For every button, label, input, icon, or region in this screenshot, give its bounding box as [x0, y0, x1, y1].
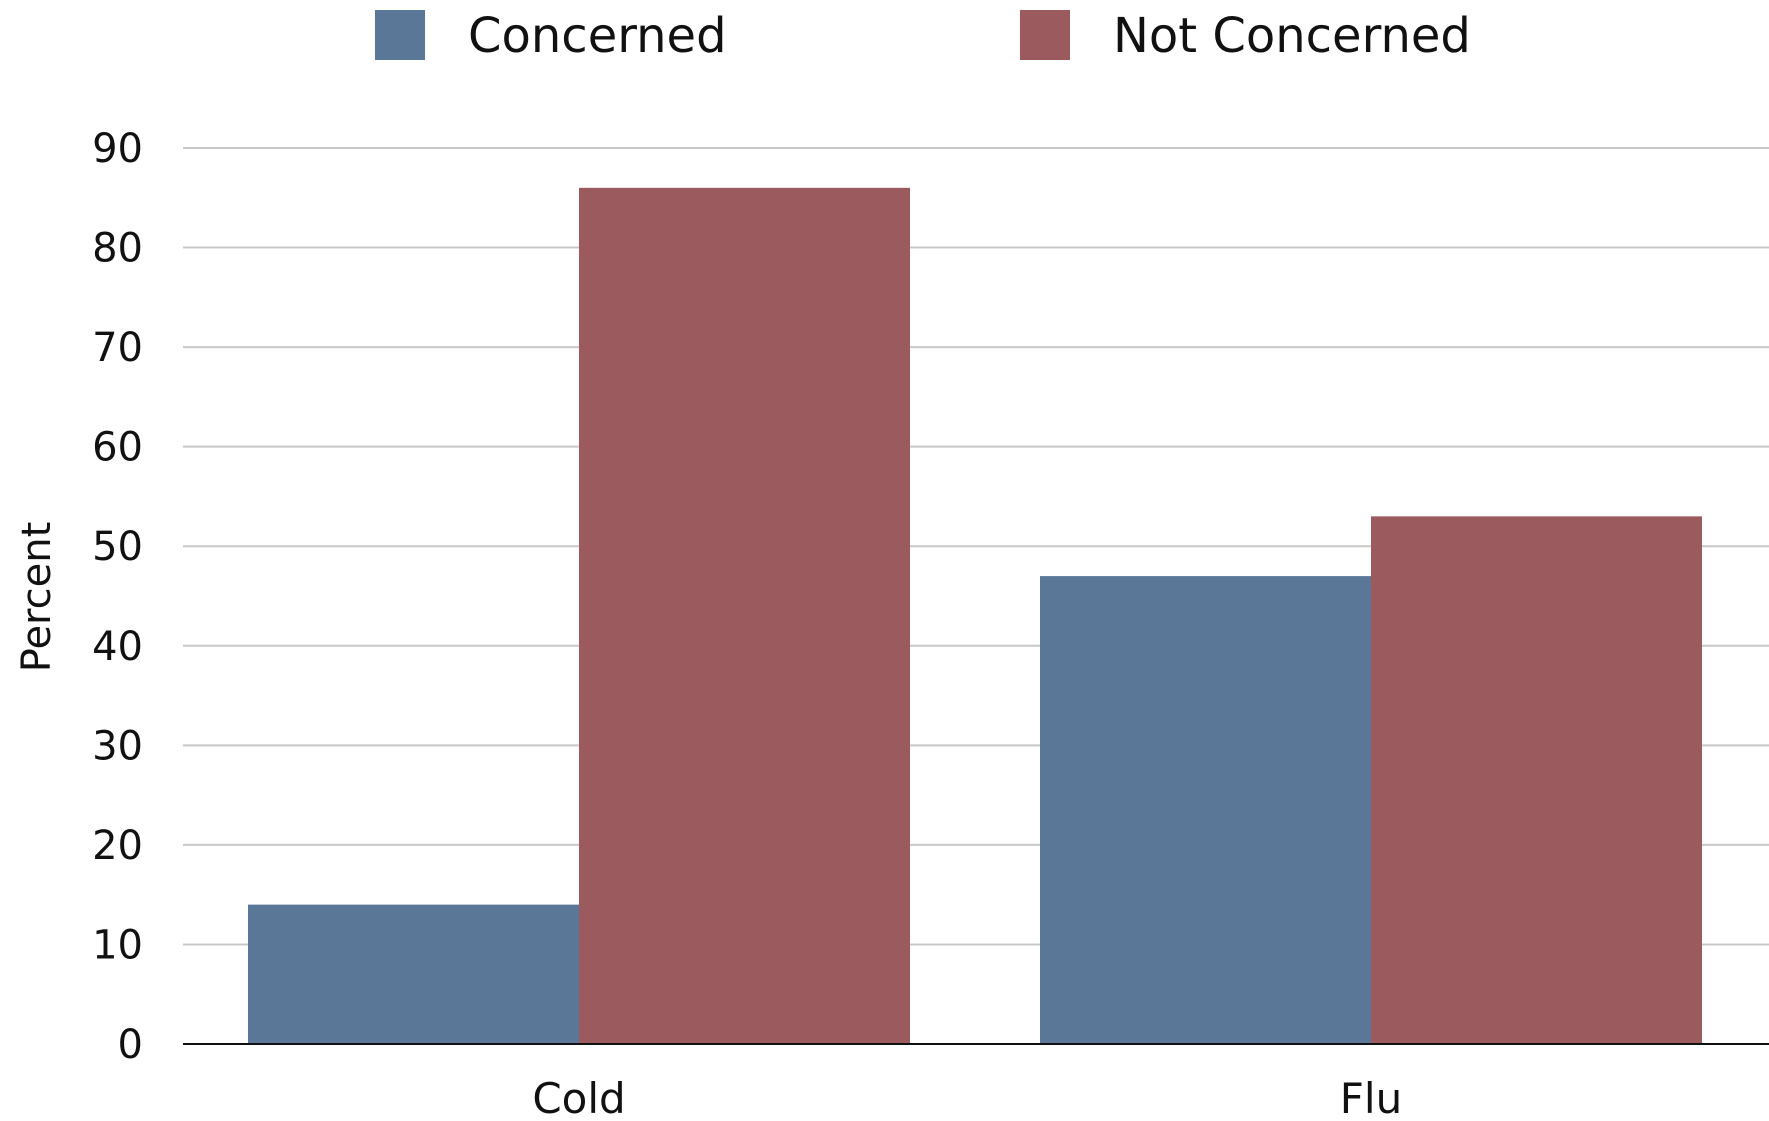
- category-label: Cold: [532, 1074, 625, 1121]
- category-label: Flu: [1340, 1074, 1402, 1121]
- y-tick-label: 40: [92, 624, 143, 670]
- legend-label: Concerned: [468, 8, 727, 64]
- bar-concerned-flu: [1040, 576, 1371, 1044]
- y-tick-label: 0: [118, 1022, 143, 1068]
- bar-not-concerned-flu: [1371, 516, 1702, 1044]
- y-tick-labels: 0 10 20 30 40 50 60 70 80 90: [92, 126, 143, 1068]
- legend: Concerned Not Concerned: [375, 8, 1471, 64]
- y-tick-label: 60: [92, 425, 143, 471]
- bar-concerned-cold: [248, 904, 579, 1044]
- y-tick-label: 80: [92, 226, 143, 272]
- y-tick-label: 30: [92, 723, 143, 769]
- bar-not-concerned-cold: [579, 187, 910, 1045]
- y-tick-label: 70: [92, 325, 143, 371]
- legend-swatch: [375, 10, 425, 60]
- category-labels: Cold Flu: [532, 1074, 1402, 1121]
- legend-label: Not Concerned: [1113, 8, 1471, 64]
- bars: [248, 187, 1702, 1045]
- y-tick-label: 50: [92, 524, 143, 570]
- y-tick-label: 10: [92, 922, 143, 968]
- y-tick-label: 20: [92, 823, 143, 869]
- y-tick-label: 90: [92, 126, 143, 172]
- legend-swatch: [1020, 10, 1070, 60]
- gridlines: [183, 147, 1769, 946]
- y-axis-title: Percent: [14, 522, 60, 673]
